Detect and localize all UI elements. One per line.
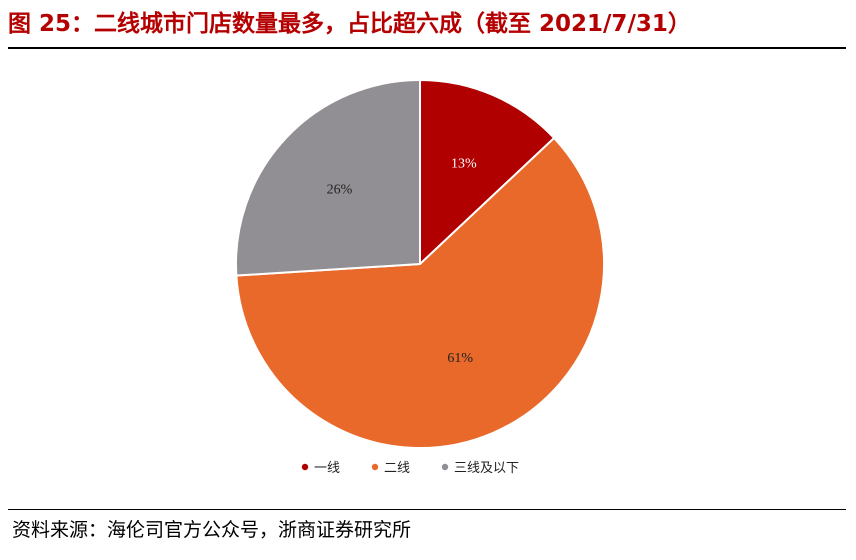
- pie-chart: 13% 61% 26% 一线 二线 三线及以下: [234, 78, 605, 476]
- legend-label-3: 三线及以下: [454, 461, 519, 476]
- legend-item-2: 二线: [371, 461, 410, 476]
- legend-label-1: 一线: [314, 461, 340, 476]
- pie-slices: [234, 78, 605, 449]
- slice-label-2: 61%: [447, 351, 473, 366]
- slice-label-1: 13%: [451, 157, 477, 172]
- pie-slice-labels: 13% 61% 26%: [327, 157, 477, 366]
- legend-marker-2: [371, 463, 379, 471]
- chart-legend: 一线 二线 三线及以下: [301, 461, 519, 476]
- legend-item-3: 三线及以下: [441, 461, 519, 476]
- source-rule: [8, 509, 846, 510]
- pie-slice-3: [234, 78, 421, 277]
- chart-title: 图 25：二线城市门店数量最多，占比超六成（截至 2021/7/31）: [8, 11, 691, 37]
- source-note: 资料来源：海伦司官方公众号，浙商证券研究所: [12, 519, 412, 541]
- pie-slice-1: [419, 78, 556, 267]
- legend-label-2: 二线: [384, 461, 410, 476]
- legend-item-1: 一线: [301, 461, 340, 476]
- legend-marker-1: [301, 463, 309, 471]
- legend-marker-3: [441, 463, 449, 471]
- title-rule: [8, 47, 846, 49]
- pie-slice-2: [235, 136, 605, 449]
- slice-label-3: 26%: [327, 182, 353, 197]
